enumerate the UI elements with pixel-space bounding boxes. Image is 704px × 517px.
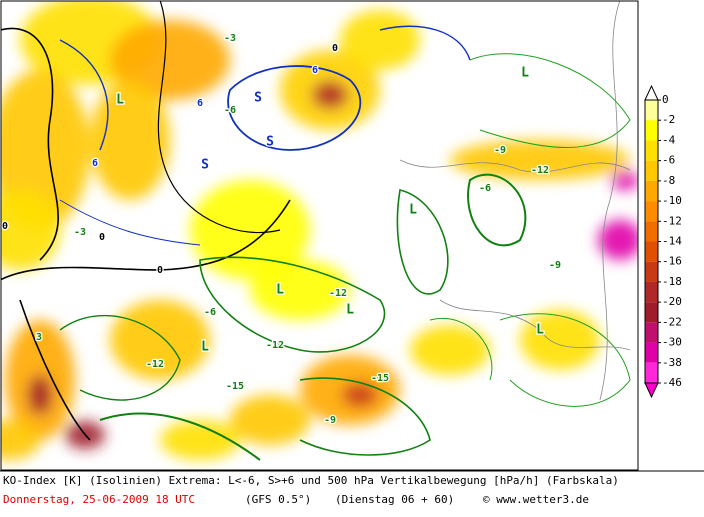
caption-run: (Dienstag 06 + 60) xyxy=(335,493,454,506)
caption-copyright: © www.wetter3.de xyxy=(483,493,589,506)
contour-label: L xyxy=(409,203,417,218)
colorbar-band xyxy=(645,180,658,202)
contour-label: L xyxy=(276,283,284,298)
map: S S S 6 6 6 0 0 0 0 -3 -3 3 L L L L L L L -6 -6 -6 -9 -9 -9 -12 -12… xyxy=(1,1,638,461)
contour-label: S xyxy=(266,135,274,150)
colorbar-band xyxy=(645,261,658,282)
contour-label: -12 xyxy=(146,359,164,370)
caption-date: Donnerstag, 25-06-2009 18 UTC xyxy=(3,493,195,506)
shade-patch xyxy=(28,375,52,415)
contour-label: L xyxy=(346,303,354,318)
shade-patch xyxy=(160,420,240,460)
contour-label: 3 xyxy=(36,332,42,343)
colorbar-band xyxy=(645,160,658,181)
colorbar-band xyxy=(645,221,658,242)
shade-patch xyxy=(611,170,638,190)
shade-patch xyxy=(410,325,490,375)
map-frame xyxy=(0,0,639,471)
contour-label: -12 xyxy=(329,288,347,299)
colorbar-label: -14 xyxy=(662,235,682,248)
map-labels: S S S 6 6 6 0 0 0 0 -3 -3 3 L L L L L L L -6 -6 -6 -9 -9 -9 -12 -12… xyxy=(1,32,562,428)
shade-patch xyxy=(110,300,210,380)
shade-patch xyxy=(598,220,638,260)
contour-label: -9 xyxy=(494,145,506,156)
colorbar-band xyxy=(645,201,658,222)
contour-label: -9 xyxy=(324,415,336,426)
colorbar-label: -20 xyxy=(662,295,682,308)
colorbar-label: -2 xyxy=(662,113,675,126)
colorbar-label: -22 xyxy=(662,315,682,328)
contour-label: L xyxy=(536,323,544,338)
contour-label: 0 xyxy=(2,221,8,232)
contour-label: 0 xyxy=(99,232,105,243)
colorbar-label: -10 xyxy=(662,194,682,207)
colorbar-label: -30 xyxy=(662,336,682,349)
contour-label: 6 xyxy=(312,65,318,76)
shade-patch xyxy=(450,140,630,180)
caption-line1: KO-Index [K] (Isolinien) Extrema: L<-6, … xyxy=(3,474,619,487)
colorbar-label: -18 xyxy=(662,275,682,288)
shade-patch xyxy=(190,180,310,280)
colorbar-band xyxy=(645,322,658,343)
colorbar-label: -8 xyxy=(662,174,675,187)
shade-patch xyxy=(1,420,40,460)
colorbar-label: -6 xyxy=(662,154,675,167)
shade-patch xyxy=(230,395,310,445)
shade-patch xyxy=(90,80,170,200)
contour-label: -15 xyxy=(371,373,389,384)
shade-patch xyxy=(312,81,348,109)
colorbar-band xyxy=(645,120,658,141)
shade-patch xyxy=(1,190,60,270)
contour-label: -9 xyxy=(549,260,561,271)
contour-label: L xyxy=(116,93,124,108)
contour-label: -3 xyxy=(74,227,86,238)
contour-label: -12 xyxy=(266,340,284,351)
colorbar-band xyxy=(645,342,658,363)
contour-label: -3 xyxy=(224,33,236,44)
colorbar-label: -46 xyxy=(662,376,682,389)
colorbar: 0 -2 -4 -6 -8 -10 -12 -14 -16 -18 -20 -22 -30 -38 -46 xyxy=(644,84,682,399)
contour-label: L xyxy=(201,340,209,355)
colorbar-band xyxy=(645,281,658,303)
contour-label: S xyxy=(201,158,209,173)
colorbar-band xyxy=(645,241,658,262)
contour-label: -6 xyxy=(479,183,491,194)
colorbar-label: -4 xyxy=(662,133,676,146)
colorbar-band xyxy=(645,302,658,323)
contour-label: -6 xyxy=(204,307,216,318)
colorbar-label: -16 xyxy=(662,255,682,268)
colorbar-label: -38 xyxy=(662,356,682,369)
colorbar-band xyxy=(645,140,658,161)
contour-label: S xyxy=(254,91,262,106)
colorbar-band xyxy=(645,100,658,121)
shade-patch xyxy=(342,383,378,407)
contour-label: -12 xyxy=(531,165,549,176)
contour-label: L xyxy=(521,66,529,81)
contour-label: 6 xyxy=(92,158,98,169)
contour-label: -15 xyxy=(226,381,244,392)
contour-label: 0 xyxy=(157,265,163,276)
contour-label: 6 xyxy=(197,98,203,109)
shading xyxy=(1,1,638,460)
shade-patch xyxy=(110,20,230,100)
contour-label: 0 xyxy=(332,43,338,54)
colorbar-band xyxy=(645,362,658,383)
contour-label: -6 xyxy=(224,105,236,116)
caption-model: (GFS 0.5°) xyxy=(245,493,311,506)
shade-patch xyxy=(1,70,90,230)
colorbar-label: 0 xyxy=(662,93,669,106)
shade-patch xyxy=(520,310,600,370)
colorbar-label: -12 xyxy=(662,214,682,227)
contours xyxy=(1,1,631,461)
shade-patch xyxy=(340,10,420,70)
